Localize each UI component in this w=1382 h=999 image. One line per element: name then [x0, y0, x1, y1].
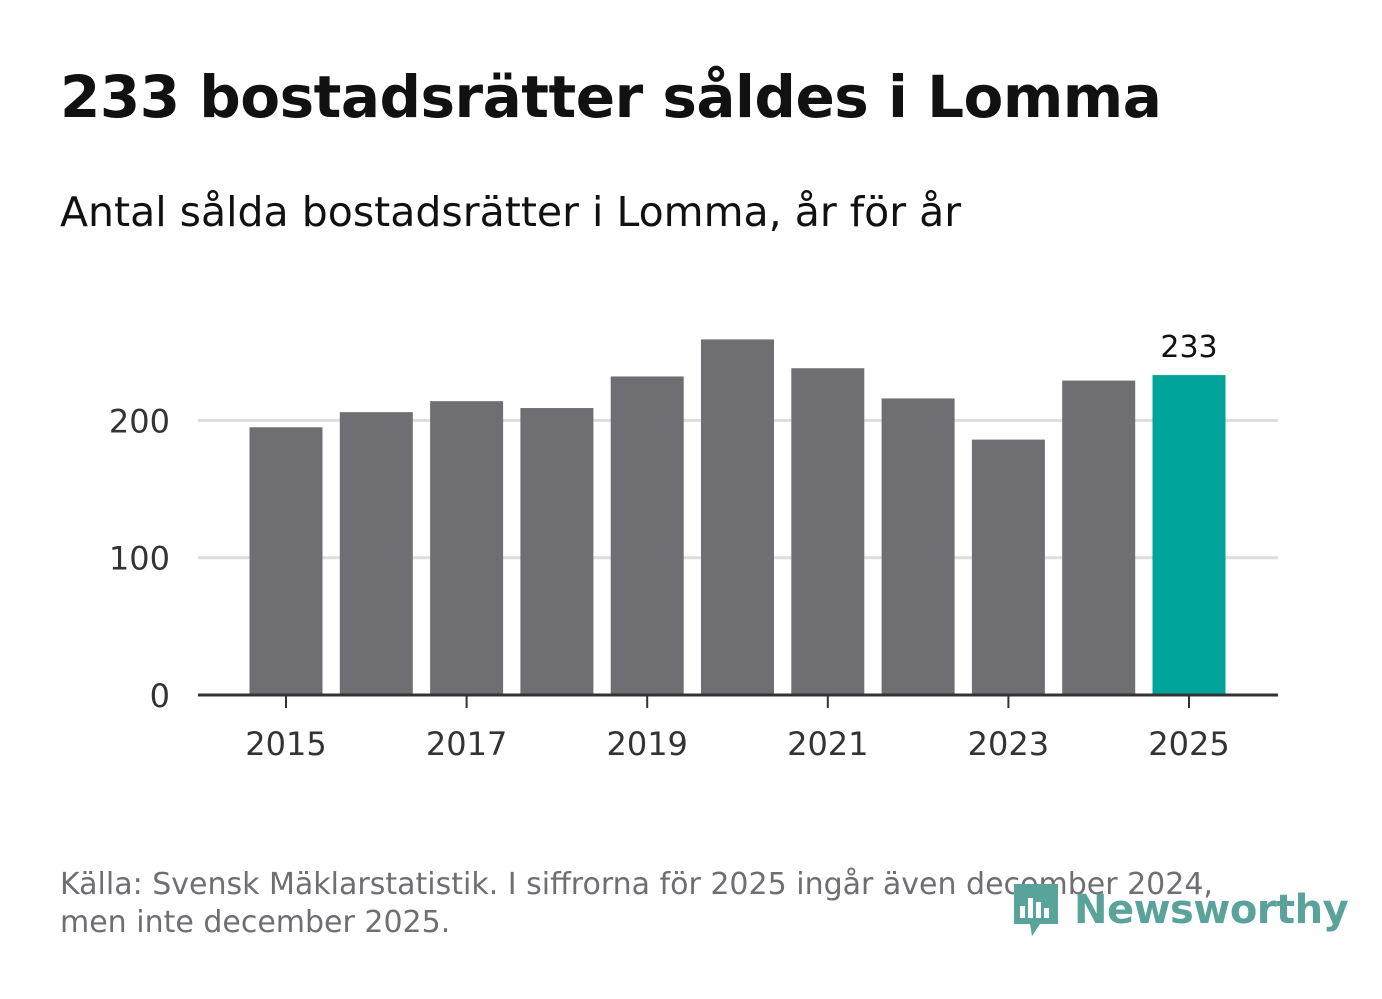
- bar-2025: [1152, 375, 1226, 695]
- bar-2017: [430, 401, 504, 695]
- x-tick-label-2017: 2017: [426, 725, 507, 763]
- bar-2015: [249, 427, 323, 695]
- source-line-2: men inte december 2025.: [60, 905, 451, 940]
- bar-2018: [520, 408, 594, 695]
- bar-2020: [701, 339, 774, 695]
- x-tick-label-2019: 2019: [606, 725, 687, 763]
- x-tick-label-2021: 2021: [787, 725, 868, 763]
- y-tick-label-100: 100: [109, 540, 170, 578]
- brand-name: Newsworthy: [1074, 887, 1349, 933]
- bar-2022: [881, 398, 955, 695]
- x-tick-label-2025: 2025: [1148, 725, 1229, 763]
- bar-2016: [339, 412, 413, 695]
- bar-2019: [610, 376, 684, 695]
- chart-title: 233 bostadsrätter såldes i Lomma: [60, 63, 1162, 131]
- bars: [249, 339, 1226, 695]
- axes: [198, 693, 1278, 708]
- brand-logo: Newsworthy: [1010, 880, 1349, 940]
- bar-chart: 0 100 200 2015 2017 2019 2021 2023 2025 233: [109, 330, 1278, 763]
- bar-2024: [1062, 380, 1136, 695]
- bar-2021: [791, 368, 865, 695]
- y-tick-label-0: 0: [150, 677, 170, 715]
- labels: 0 100 200 2015 2017 2019 2021 2023 2025 233: [109, 330, 1230, 763]
- y-tick-label-200: 200: [109, 402, 170, 440]
- x-tick-label-2023: 2023: [968, 725, 1049, 763]
- newsworthy-logo-icon: [1014, 884, 1058, 936]
- x-tick-label-2015: 2015: [245, 725, 326, 763]
- chart-subtitle: Antal sålda bostadsrätter i Lomma, år fö…: [60, 188, 962, 236]
- bar-2023: [971, 439, 1045, 695]
- data-label-2025: 233: [1160, 330, 1217, 365]
